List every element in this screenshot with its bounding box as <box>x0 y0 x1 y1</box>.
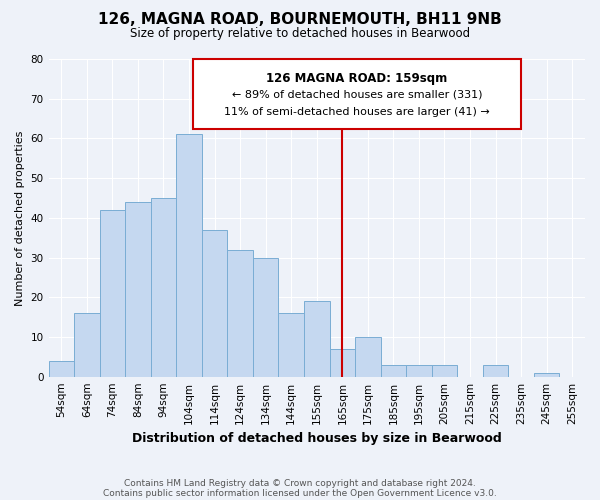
Bar <box>406 365 432 376</box>
Bar <box>125 202 151 376</box>
Bar <box>253 258 278 376</box>
Text: 11% of semi-detached houses are larger (41) →: 11% of semi-detached houses are larger (… <box>224 106 490 117</box>
Bar <box>432 365 457 376</box>
Text: 126 MAGNA ROAD: 159sqm: 126 MAGNA ROAD: 159sqm <box>266 72 448 85</box>
Text: Contains public sector information licensed under the Open Government Licence v3: Contains public sector information licen… <box>103 488 497 498</box>
Text: 126, MAGNA ROAD, BOURNEMOUTH, BH11 9NB: 126, MAGNA ROAD, BOURNEMOUTH, BH11 9NB <box>98 12 502 28</box>
Bar <box>176 134 202 376</box>
Y-axis label: Number of detached properties: Number of detached properties <box>15 130 25 306</box>
Bar <box>227 250 253 376</box>
Bar <box>202 230 227 376</box>
Bar <box>380 365 406 376</box>
Bar <box>355 337 380 376</box>
Bar <box>329 349 355 376</box>
X-axis label: Distribution of detached houses by size in Bearwood: Distribution of detached houses by size … <box>132 432 502 445</box>
Bar <box>304 301 329 376</box>
Bar <box>483 365 508 376</box>
Bar <box>151 198 176 376</box>
FancyBboxPatch shape <box>193 59 521 129</box>
Text: Contains HM Land Registry data © Crown copyright and database right 2024.: Contains HM Land Registry data © Crown c… <box>124 478 476 488</box>
Bar <box>534 372 559 376</box>
Bar <box>49 361 74 376</box>
Bar <box>100 210 125 376</box>
Bar <box>74 313 100 376</box>
Bar <box>278 313 304 376</box>
Text: ← 89% of detached houses are smaller (331): ← 89% of detached houses are smaller (33… <box>232 89 482 99</box>
Text: Size of property relative to detached houses in Bearwood: Size of property relative to detached ho… <box>130 28 470 40</box>
